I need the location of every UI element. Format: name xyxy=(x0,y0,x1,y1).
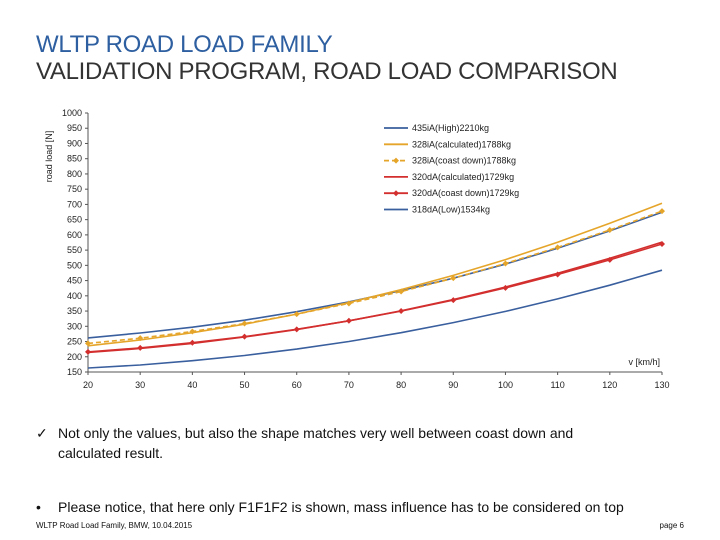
data-point xyxy=(554,271,561,278)
x-tick-label: 80 xyxy=(396,380,406,390)
y-tick-label: 400 xyxy=(67,291,82,301)
data-point xyxy=(398,288,405,295)
data-point xyxy=(293,326,300,333)
data-point xyxy=(345,317,352,324)
series-line xyxy=(87,210,663,345)
data-point xyxy=(85,348,91,355)
y-tick-labels: 150 200 250 300 350 400 450 500 550 600 650 700 750 8… xyxy=(62,108,88,377)
x-tick-label: 30 xyxy=(135,380,145,390)
legend-label: 318dA(Low)1534kg xyxy=(412,205,490,215)
data-point xyxy=(398,308,405,315)
data-point xyxy=(502,260,509,267)
legend-marker xyxy=(393,190,399,197)
legend-marker xyxy=(393,157,399,164)
data-point xyxy=(450,297,457,304)
data-point xyxy=(659,241,665,248)
x-tick-label: 100 xyxy=(498,380,513,390)
data-point xyxy=(241,320,248,327)
bullet-checkmark: ✓ Not only the values, but also the shap… xyxy=(36,423,636,463)
y-tick-label: 450 xyxy=(67,276,82,286)
y-tick-label: 300 xyxy=(67,321,82,331)
series-line xyxy=(87,269,663,369)
y-tick-label: 650 xyxy=(67,215,82,225)
y-tick-label: 250 xyxy=(67,337,82,347)
checkmark-icon: ✓ xyxy=(36,425,48,441)
y-tick-label: 750 xyxy=(67,184,82,194)
series-line xyxy=(87,211,663,339)
y-tick-label: 500 xyxy=(67,260,82,270)
bullet-dot-icon: • xyxy=(36,499,41,515)
x-tick-label: 20 xyxy=(83,380,93,390)
chart-axes xyxy=(87,113,662,373)
y-tick-label: 550 xyxy=(67,245,82,255)
y-tick-label: 850 xyxy=(67,154,82,164)
legend-label: 328iA(calculated)1788kg xyxy=(412,139,511,149)
x-tick-label: 110 xyxy=(550,380,564,390)
x-tick-label: 120 xyxy=(602,380,617,390)
x-tick-labels: 20 30 40 50 60 70 80 90 100 110 120 130 xyxy=(83,372,670,390)
series-markers xyxy=(85,208,665,355)
y-tick-label: 700 xyxy=(67,199,82,209)
legend-label: 435iA(High)2210kg xyxy=(412,123,489,133)
y-tick-label: 950 xyxy=(67,123,82,133)
y-axis-label: road load [N] xyxy=(44,131,54,183)
bullet-text: Please notice, that here only F1F1F2 is … xyxy=(58,499,624,515)
data-point xyxy=(189,339,196,346)
y-tick-label: 150 xyxy=(67,367,82,377)
data-point xyxy=(241,333,248,340)
data-point xyxy=(345,300,352,307)
x-tick-label: 70 xyxy=(344,380,354,390)
data-point xyxy=(554,244,561,251)
legend-label: 320dA(coast down)1729kg xyxy=(412,188,519,198)
series-line xyxy=(87,202,663,347)
data-point xyxy=(137,344,144,351)
y-tick-label: 350 xyxy=(67,306,82,316)
bullet-text: Not only the values, but also the shape … xyxy=(58,425,574,461)
x-tick-label: 130 xyxy=(654,380,669,390)
chart-legend: 435iA(High)2210kg 328iA(calculated)1788kg… xyxy=(384,123,519,215)
data-point xyxy=(450,275,457,282)
y-tick-label: 600 xyxy=(67,230,82,240)
series-line xyxy=(87,243,663,353)
y-tick-label: 200 xyxy=(67,352,82,362)
y-tick-label: 1000 xyxy=(62,108,82,118)
legend-label: 320dA(calculated)1729kg xyxy=(412,172,514,182)
data-point xyxy=(293,311,300,318)
x-axis-label: v [km/h] xyxy=(628,357,660,367)
data-point xyxy=(606,227,613,234)
data-point xyxy=(502,284,509,291)
data-point xyxy=(659,208,665,215)
slide-subtitle: VALIDATION PROGRAM, ROAD LOAD COMPARISON xyxy=(36,58,618,85)
data-point xyxy=(189,328,196,335)
series-lines xyxy=(87,202,663,369)
data-point xyxy=(606,256,613,263)
y-tick-label: 900 xyxy=(67,138,82,148)
x-tick-label: 40 xyxy=(187,380,197,390)
legend-label: 328iA(coast down)1788kg xyxy=(412,156,516,166)
data-point xyxy=(85,340,91,347)
data-point xyxy=(137,335,144,342)
x-tick-label: 50 xyxy=(240,380,250,390)
footer-source: WLTP Road Load Family, BMW, 10.04.2015 xyxy=(36,521,193,530)
page-number: page 6 xyxy=(659,521,684,530)
x-tick-label: 90 xyxy=(448,380,458,390)
road-load-chart: 150 200 250 300 350 400 450 500 550 600 650 700 750 8… xyxy=(44,108,670,390)
slide-title: WLTP ROAD LOAD FAMILY xyxy=(36,31,333,58)
bullet-point: • Please notice, that here only F1F1F2 i… xyxy=(36,497,636,517)
y-tick-label: 800 xyxy=(67,169,82,179)
x-tick-label: 60 xyxy=(292,380,302,390)
